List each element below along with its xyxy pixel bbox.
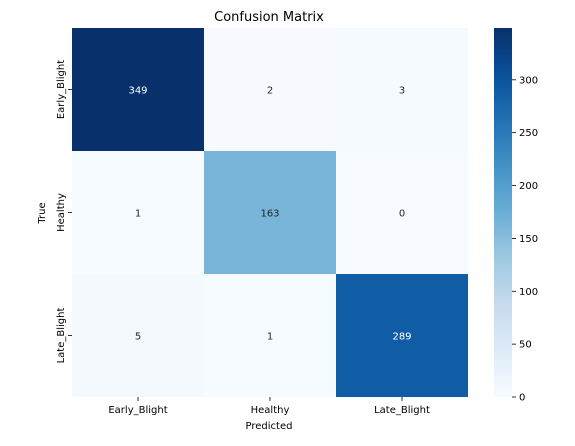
cell-value-label: 1 xyxy=(267,332,273,343)
cell-value-label: 289 xyxy=(392,332,411,343)
heatmap-cell xyxy=(72,28,204,151)
heatmap-cell xyxy=(204,151,336,274)
colorbar-tick-label: 0 xyxy=(519,393,525,404)
heatmap-cell xyxy=(204,28,336,151)
x-tick-label: Late_Blight xyxy=(374,405,430,416)
cell-value-label: 0 xyxy=(399,209,405,220)
cell-value-label: 163 xyxy=(260,209,279,220)
colorbar-tick-label: 50 xyxy=(519,340,532,351)
heatmap-cell xyxy=(72,274,204,397)
colorbar-tick-label: 300 xyxy=(519,75,538,86)
colorbar-tick-label: 250 xyxy=(519,128,538,139)
x-axis: Early_Blight Healthy Late_Blight xyxy=(108,397,430,416)
x-tick-label: Early_Blight xyxy=(108,405,167,416)
chart-title: Confusion Matrix xyxy=(214,10,324,25)
heatmap-cell xyxy=(336,28,468,151)
colorbar: 0 50 100 150 200 250 300 xyxy=(494,28,538,404)
x-axis-label: Predicted xyxy=(246,421,293,432)
y-tick-label: Late_Blight xyxy=(56,308,67,364)
cell-value-label: 2 xyxy=(267,86,273,97)
heatmap-cell xyxy=(204,274,336,397)
y-axis: Early_Blight Healthy Late_Blight xyxy=(56,60,72,364)
colorbar-tick-label: 200 xyxy=(519,181,538,192)
cell-value-label: 5 xyxy=(135,332,141,343)
y-tick-label: Healthy xyxy=(56,193,67,232)
cell-value-label: 349 xyxy=(128,86,147,97)
heatmap-cell xyxy=(72,151,204,274)
cell-value-label: 1 xyxy=(135,209,141,220)
y-tick-label: Early_Blight xyxy=(56,60,67,119)
colorbar-tick-label: 150 xyxy=(519,234,538,245)
cell-value-label: 3 xyxy=(399,86,405,97)
colorbar-tick-label: 100 xyxy=(519,287,538,298)
heatmap-cells: 349 2 3 1 163 0 5 1 289 xyxy=(72,28,468,397)
heatmap-cell xyxy=(336,274,468,397)
heatmap-cell xyxy=(336,151,468,274)
colorbar-gradient xyxy=(494,28,512,397)
x-tick-label: Healthy xyxy=(251,405,290,416)
y-axis-label: True xyxy=(37,202,48,224)
